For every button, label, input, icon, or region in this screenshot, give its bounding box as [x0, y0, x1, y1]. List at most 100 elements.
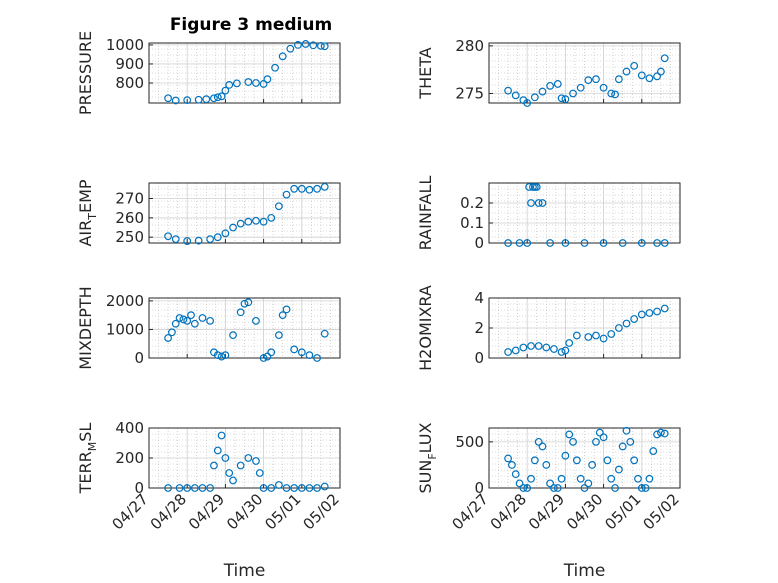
- data-point: [309, 41, 318, 50]
- data-point: [527, 342, 535, 350]
- axes-box: [148, 297, 341, 359]
- data-point: [305, 484, 314, 492]
- data-point: [580, 484, 589, 492]
- data-point: [244, 217, 253, 226]
- data-point: [194, 236, 203, 245]
- data-point: [660, 54, 669, 63]
- y-axis-label: SUNFLUX: [416, 422, 439, 493]
- data-point: [546, 479, 555, 488]
- y-axis-label-rest: SL: [76, 423, 95, 442]
- data-point: [572, 331, 581, 340]
- data-point: [553, 484, 562, 492]
- data-point: [614, 324, 623, 332]
- subplot-h2omixra: 0 2 4 H2OMIXRA: [416, 285, 681, 371]
- data-point: [532, 183, 541, 191]
- data-point: [525, 183, 534, 191]
- data-point: [634, 474, 642, 483]
- data-point: [550, 484, 558, 492]
- x-tick-label: 04/28: [487, 490, 530, 533]
- data-point: [546, 81, 555, 90]
- data-point: [274, 331, 283, 340]
- data-point: [263, 352, 272, 361]
- y-tick-label: 250: [115, 228, 144, 246]
- data-point: [595, 428, 604, 437]
- data-point: [164, 94, 173, 103]
- data-point: [660, 239, 669, 247]
- y-tick-label: 900: [115, 55, 144, 73]
- subplot-theta: 275 280 THETA: [416, 37, 681, 107]
- data-point: [592, 331, 600, 340]
- y-tick-label: 4: [474, 289, 484, 307]
- y-tick-label: 0: [134, 479, 144, 497]
- data-point: [206, 316, 215, 325]
- data-point: [557, 348, 566, 356]
- data-point: [592, 75, 600, 84]
- data-point: [504, 454, 513, 463]
- data-point: [221, 229, 230, 238]
- y-axis-label-rest: EMP: [76, 179, 95, 213]
- data-point: [649, 447, 658, 455]
- data-point: [213, 446, 222, 455]
- y-axis-label: H2OMIXRA: [416, 285, 435, 371]
- y-tick-label: 0: [134, 349, 144, 367]
- data-point: [630, 456, 639, 465]
- data-point: [580, 239, 589, 247]
- data-point: [217, 92, 226, 101]
- data-point: [267, 348, 276, 357]
- data-point: [164, 484, 173, 492]
- data-point: [614, 465, 623, 474]
- y-axis-label: AIRTEMP: [76, 179, 99, 246]
- data-point: [557, 474, 566, 483]
- data-point: [523, 484, 532, 492]
- data-point: [550, 345, 558, 353]
- y-tick-label: 0: [474, 479, 484, 497]
- data-point: [561, 346, 570, 355]
- data-point: [534, 199, 543, 207]
- data-point: [259, 484, 268, 492]
- data-point: [244, 454, 253, 462]
- data-point: [530, 93, 539, 102]
- y-tick-label: 500: [455, 433, 484, 451]
- data-point: [519, 343, 528, 352]
- axes-box: [488, 427, 681, 489]
- data-point: [504, 348, 513, 356]
- data-point: [267, 484, 276, 492]
- data-point: [626, 437, 635, 446]
- data-point: [584, 333, 593, 341]
- x-tick-label: 05/02: [300, 490, 343, 533]
- data-point: [183, 96, 192, 105]
- data-point: [599, 239, 608, 247]
- data-point: [622, 319, 631, 328]
- data-point: [320, 329, 329, 338]
- data-point: [622, 67, 631, 76]
- data-point: [576, 474, 585, 483]
- data-point: [213, 93, 222, 102]
- data-point: [630, 61, 639, 70]
- data-point: [244, 78, 253, 86]
- data-point: [584, 479, 593, 488]
- y-axis-label-main: RAINFALL: [416, 176, 435, 251]
- data-point: [561, 451, 570, 460]
- data-point: [572, 456, 581, 465]
- data-point: [546, 239, 555, 247]
- data-point: [653, 239, 661, 247]
- y-axis-label-main: SUN: [416, 460, 435, 494]
- data-point: [259, 354, 268, 362]
- data-point: [557, 94, 566, 103]
- data-point: [187, 311, 195, 320]
- data-point: [657, 67, 665, 76]
- data-point: [286, 44, 295, 53]
- data-point: [213, 233, 222, 242]
- data-point: [232, 79, 241, 88]
- data-point: [202, 95, 211, 104]
- data-point: [221, 351, 230, 360]
- data-point: [194, 95, 203, 104]
- y-axis-label-main: AIR: [76, 220, 95, 247]
- data-point: [530, 456, 539, 465]
- data-point: [320, 482, 329, 491]
- data-point: [561, 239, 570, 247]
- data-point: [297, 484, 306, 492]
